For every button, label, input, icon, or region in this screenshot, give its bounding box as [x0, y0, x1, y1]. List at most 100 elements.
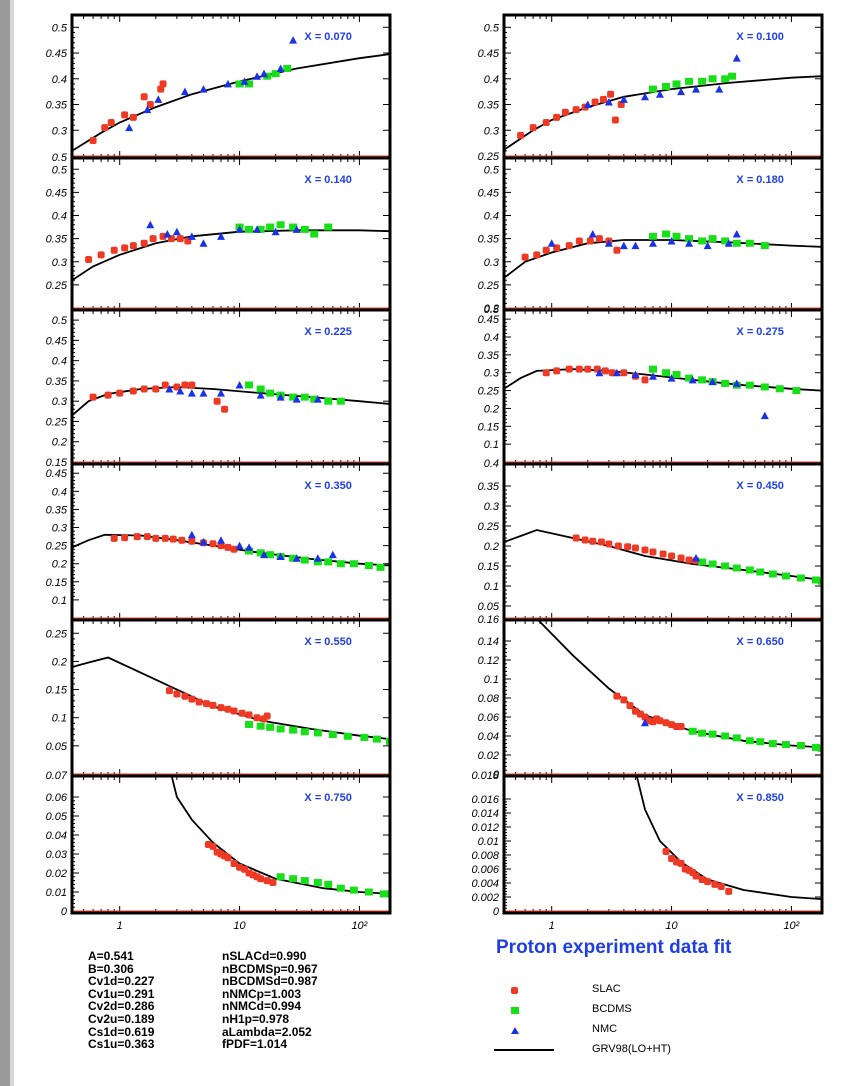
slac-point	[589, 537, 597, 545]
nmc-point	[154, 95, 163, 103]
nmc-point	[612, 368, 621, 377]
slac-point	[146, 101, 154, 109]
bcdms-point	[271, 70, 280, 78]
y-tick-label: 0.03	[46, 849, 68, 861]
panel-x-0.180: 0.2 0.25 0.3 0.35 0.4 0.45 0.5 X = 0.180	[478, 156, 824, 315]
y-tick-label: 0.016	[471, 794, 499, 806]
nmc-point	[292, 225, 301, 233]
slac-point	[217, 542, 225, 550]
bcdms-point	[245, 225, 254, 233]
slac-point	[195, 698, 203, 706]
y-tick-label: 0.3	[52, 257, 68, 269]
bcdms-point	[300, 728, 309, 736]
slac-point	[595, 235, 603, 243]
y-tick-label: 0.1	[52, 595, 67, 607]
slac-point	[245, 711, 253, 719]
bcdms-point	[698, 729, 707, 737]
bcdms-point	[245, 80, 254, 88]
bcdms-point	[324, 558, 333, 566]
slac-point	[129, 387, 137, 395]
y-top-label: 0.16	[478, 614, 500, 626]
nmc-point	[216, 389, 225, 397]
slac-point	[591, 98, 599, 106]
y-tick-label: 0.5	[484, 164, 500, 176]
nmc-point	[313, 395, 322, 403]
y-tick-label: 0.15	[478, 561, 500, 573]
param: B=0.306	[88, 961, 134, 976]
y-tick-label: 0.3	[52, 125, 68, 137]
legend-entry-nmc: NMC	[494, 1020, 754, 1040]
slac-point	[605, 540, 613, 548]
y-tick-label: 0.25	[478, 386, 500, 398]
slac-point	[161, 534, 169, 542]
nmc-point	[547, 239, 556, 247]
nmc-point	[667, 374, 676, 382]
fit-line-icon	[494, 1049, 554, 1051]
param: nNMCp=1.003	[222, 986, 302, 1001]
y-tick-label: 0.15	[46, 685, 68, 697]
slac-point	[104, 391, 112, 399]
nmc-point	[187, 232, 196, 240]
slac-point	[143, 533, 151, 541]
parameter-list-left: A=0.541 B=0.306 Cv1d=0.227 Cv1u=0.291 Cv…	[88, 950, 154, 1051]
y-tick-label: 0.05	[46, 811, 68, 823]
nmc-point	[180, 87, 189, 96]
y-tick-label: 0.4	[52, 356, 67, 368]
bcdms-point	[745, 737, 754, 745]
nmc-point	[631, 370, 640, 378]
bcdms-point	[732, 239, 741, 247]
slac-point	[238, 709, 246, 717]
bcdms-point	[300, 877, 309, 885]
bcdms-point	[672, 232, 681, 240]
nmc-point	[276, 552, 285, 560]
nmc-point	[732, 379, 741, 387]
slac-point	[542, 246, 550, 254]
slac-point	[89, 393, 97, 401]
bcdms-point	[745, 381, 754, 389]
bcdms-point	[364, 888, 373, 896]
nmc-point	[328, 550, 337, 559]
bcdms-point	[336, 560, 345, 568]
y-tick-label: 0.2	[484, 303, 499, 315]
bcdms-point	[310, 230, 319, 238]
x-tick-label: 10	[665, 920, 678, 932]
param: Cv1u=0.291	[88, 986, 155, 1001]
y-tick-label: 0.02	[478, 750, 499, 762]
slac-point	[529, 124, 537, 132]
legend: SLAC BCDMS NMC GRV98(LO+HT)	[494, 980, 754, 1060]
slac-point	[121, 111, 129, 119]
nmc-point	[235, 541, 244, 550]
plot-area	[72, 220, 390, 310]
y-tick-label: 0.25	[46, 541, 68, 553]
bcdms-point	[289, 223, 298, 231]
bcdms-point	[698, 376, 707, 384]
fit-line	[170, 776, 390, 895]
fit-line	[72, 656, 390, 740]
nmc-point	[667, 236, 676, 245]
y-tick-label: 0.04	[478, 731, 499, 743]
bcdms-point	[721, 237, 730, 245]
slac-point	[209, 540, 217, 548]
y-tick-label: 0.35	[46, 234, 68, 246]
nmc-point	[187, 530, 196, 539]
bcdms-point	[662, 369, 671, 377]
bcdms-point	[349, 560, 358, 568]
bcdms-point	[721, 562, 730, 570]
slac-point	[263, 877, 271, 885]
slac-point	[224, 543, 232, 551]
bcdms-point	[708, 75, 717, 83]
param: Cs1d=0.619	[88, 1024, 155, 1039]
y-tick-label: 0.1	[484, 674, 499, 686]
y-tick-label: 0.25	[478, 521, 500, 533]
bcdms-point	[768, 740, 777, 748]
panel-label: X = 0.550	[304, 636, 351, 648]
bcdms-point	[300, 225, 309, 233]
bcdms-point	[283, 64, 292, 72]
bcdms-point	[360, 733, 369, 741]
slac-point	[677, 554, 685, 562]
window-edge-highlight	[10, 0, 14, 1086]
bcdms-point	[685, 235, 694, 243]
y-tick-label: 0.15	[46, 457, 68, 469]
bcdms-point	[313, 729, 322, 737]
bcdms-point	[745, 239, 754, 247]
